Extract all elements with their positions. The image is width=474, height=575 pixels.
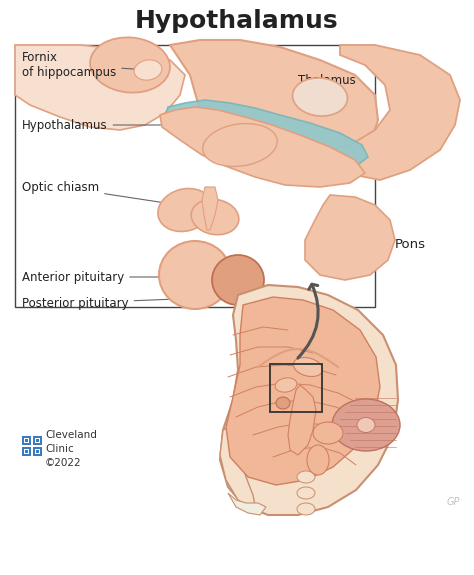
Ellipse shape [297,487,315,499]
Polygon shape [202,187,218,230]
Bar [22,447,31,456]
Ellipse shape [158,189,212,232]
Polygon shape [160,107,365,187]
Ellipse shape [357,417,375,432]
Polygon shape [170,40,378,175]
Ellipse shape [90,37,170,93]
Polygon shape [288,385,316,455]
Bar [270,364,322,412]
Ellipse shape [332,399,400,451]
Bar [24,438,29,443]
Ellipse shape [307,445,329,475]
Text: Fornix
of hippocampus: Fornix of hippocampus [22,51,147,79]
Bar [22,436,31,445]
Bar [33,436,42,445]
Polygon shape [220,285,398,515]
Text: GP: GP [447,497,460,507]
Polygon shape [165,100,368,177]
Text: Posterior pituitary: Posterior pituitary [22,297,225,309]
Bar [15,45,375,307]
Ellipse shape [203,124,277,166]
Text: Thalamus: Thalamus [298,74,356,94]
Ellipse shape [313,422,343,444]
Ellipse shape [212,255,264,305]
Bar [33,447,42,456]
Bar [35,449,40,454]
Polygon shape [305,195,395,280]
Bar [24,449,29,454]
Ellipse shape [292,78,347,116]
Ellipse shape [275,378,297,392]
Polygon shape [330,45,460,180]
Ellipse shape [159,241,231,309]
Ellipse shape [297,471,315,483]
Text: Hypothalamus: Hypothalamus [22,118,242,132]
Polygon shape [226,297,380,485]
Polygon shape [228,493,266,515]
Text: Pons: Pons [395,239,426,251]
Ellipse shape [191,200,239,235]
Ellipse shape [297,503,315,515]
Bar [25,439,28,442]
Ellipse shape [134,60,162,80]
Bar [36,439,39,442]
Bar [35,438,40,443]
Text: Hypothalamus: Hypothalamus [135,9,339,33]
Polygon shape [220,427,256,510]
Polygon shape [15,45,185,130]
Bar [25,450,28,453]
Ellipse shape [293,358,323,377]
Ellipse shape [276,397,290,409]
Bar [36,450,39,453]
Text: Cleveland
Clinic
©2022: Cleveland Clinic ©2022 [45,430,97,468]
Text: Optic chiasm: Optic chiasm [22,181,189,206]
Text: Anterior pituitary: Anterior pituitary [22,270,177,283]
